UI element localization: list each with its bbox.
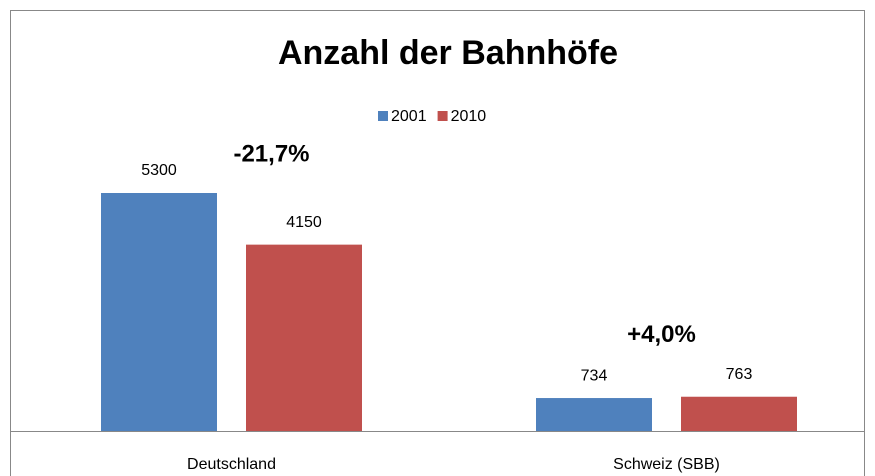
x-tick-label: Deutschland <box>187 456 276 473</box>
bar <box>536 398 652 431</box>
x-tick-label: Schweiz (SBB) <box>613 456 720 473</box>
legend-swatch <box>437 111 448 121</box>
value-label: 763 <box>726 366 753 383</box>
bar <box>101 193 217 431</box>
bar <box>246 244 362 431</box>
bar <box>681 396 797 431</box>
annotation: +4,0% <box>627 321 696 348</box>
annotation: -21,7% <box>233 140 309 167</box>
value-label: 5300 <box>141 162 177 179</box>
legend-label: 2001 <box>391 108 427 125</box>
value-label: 734 <box>581 367 608 384</box>
chart-title: Anzahl der Bahnhöfe <box>278 34 618 72</box>
legend-swatch <box>378 111 388 121</box>
legend-label: 2010 <box>451 108 487 125</box>
value-label: 4150 <box>286 214 322 231</box>
